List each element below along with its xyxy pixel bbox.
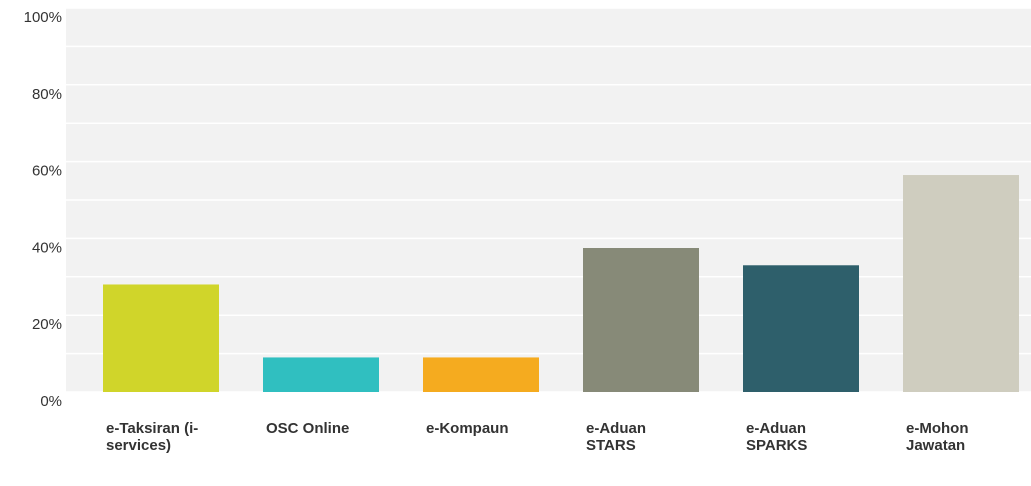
x-tick-label: e-Mohon Jawatan	[906, 420, 969, 454]
x-tick-label: e-Aduan STARS	[586, 420, 646, 454]
x-tick-label: e-Taksiran (i-services)	[106, 420, 199, 454]
x-tick-label: OSC Online	[266, 420, 350, 437]
bar	[903, 175, 1019, 392]
x-tick-label: e-Aduan SPARKS	[746, 420, 808, 454]
y-tick-label: 100%	[24, 9, 62, 26]
y-tick-label: 80%	[32, 86, 62, 103]
bar	[423, 357, 539, 392]
y-tick-label: 40%	[32, 239, 62, 256]
y-tick-label: 60%	[32, 163, 62, 180]
bar	[743, 265, 859, 392]
bar	[583, 248, 699, 392]
bar	[263, 357, 379, 392]
x-tick-label: e-Kompaun	[426, 420, 509, 437]
y-tick-label: 0%	[40, 393, 62, 410]
bar	[103, 284, 219, 392]
y-tick-label: 20%	[32, 316, 62, 333]
